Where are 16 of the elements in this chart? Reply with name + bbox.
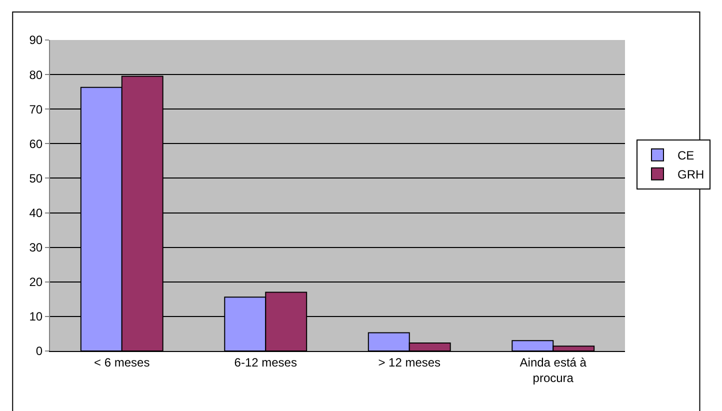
y-tick-label: 0 (36, 344, 43, 358)
y-tick-label: 80 (29, 68, 43, 82)
y-tick-label: 90 (29, 33, 43, 48)
y-tick-label: 50 (29, 171, 43, 186)
y-tick-label: 70 (29, 102, 43, 116)
legend-label: GRH (678, 168, 704, 182)
y-tick-label: 60 (29, 136, 43, 151)
x-tick-label: Ainda está à procura (520, 355, 587, 385)
x-tick-label: 6-12 meses (234, 355, 297, 370)
legend-label: CE (678, 148, 694, 163)
y-tick-label: 30 (29, 240, 43, 255)
x-tick-label: < 6 meses (94, 355, 150, 370)
y-tick-label: 10 (29, 310, 43, 324)
y-tick-label: 20 (29, 275, 43, 290)
x-tick-label: > 12 meses (378, 355, 441, 370)
y-tick-label: 40 (29, 206, 43, 220)
